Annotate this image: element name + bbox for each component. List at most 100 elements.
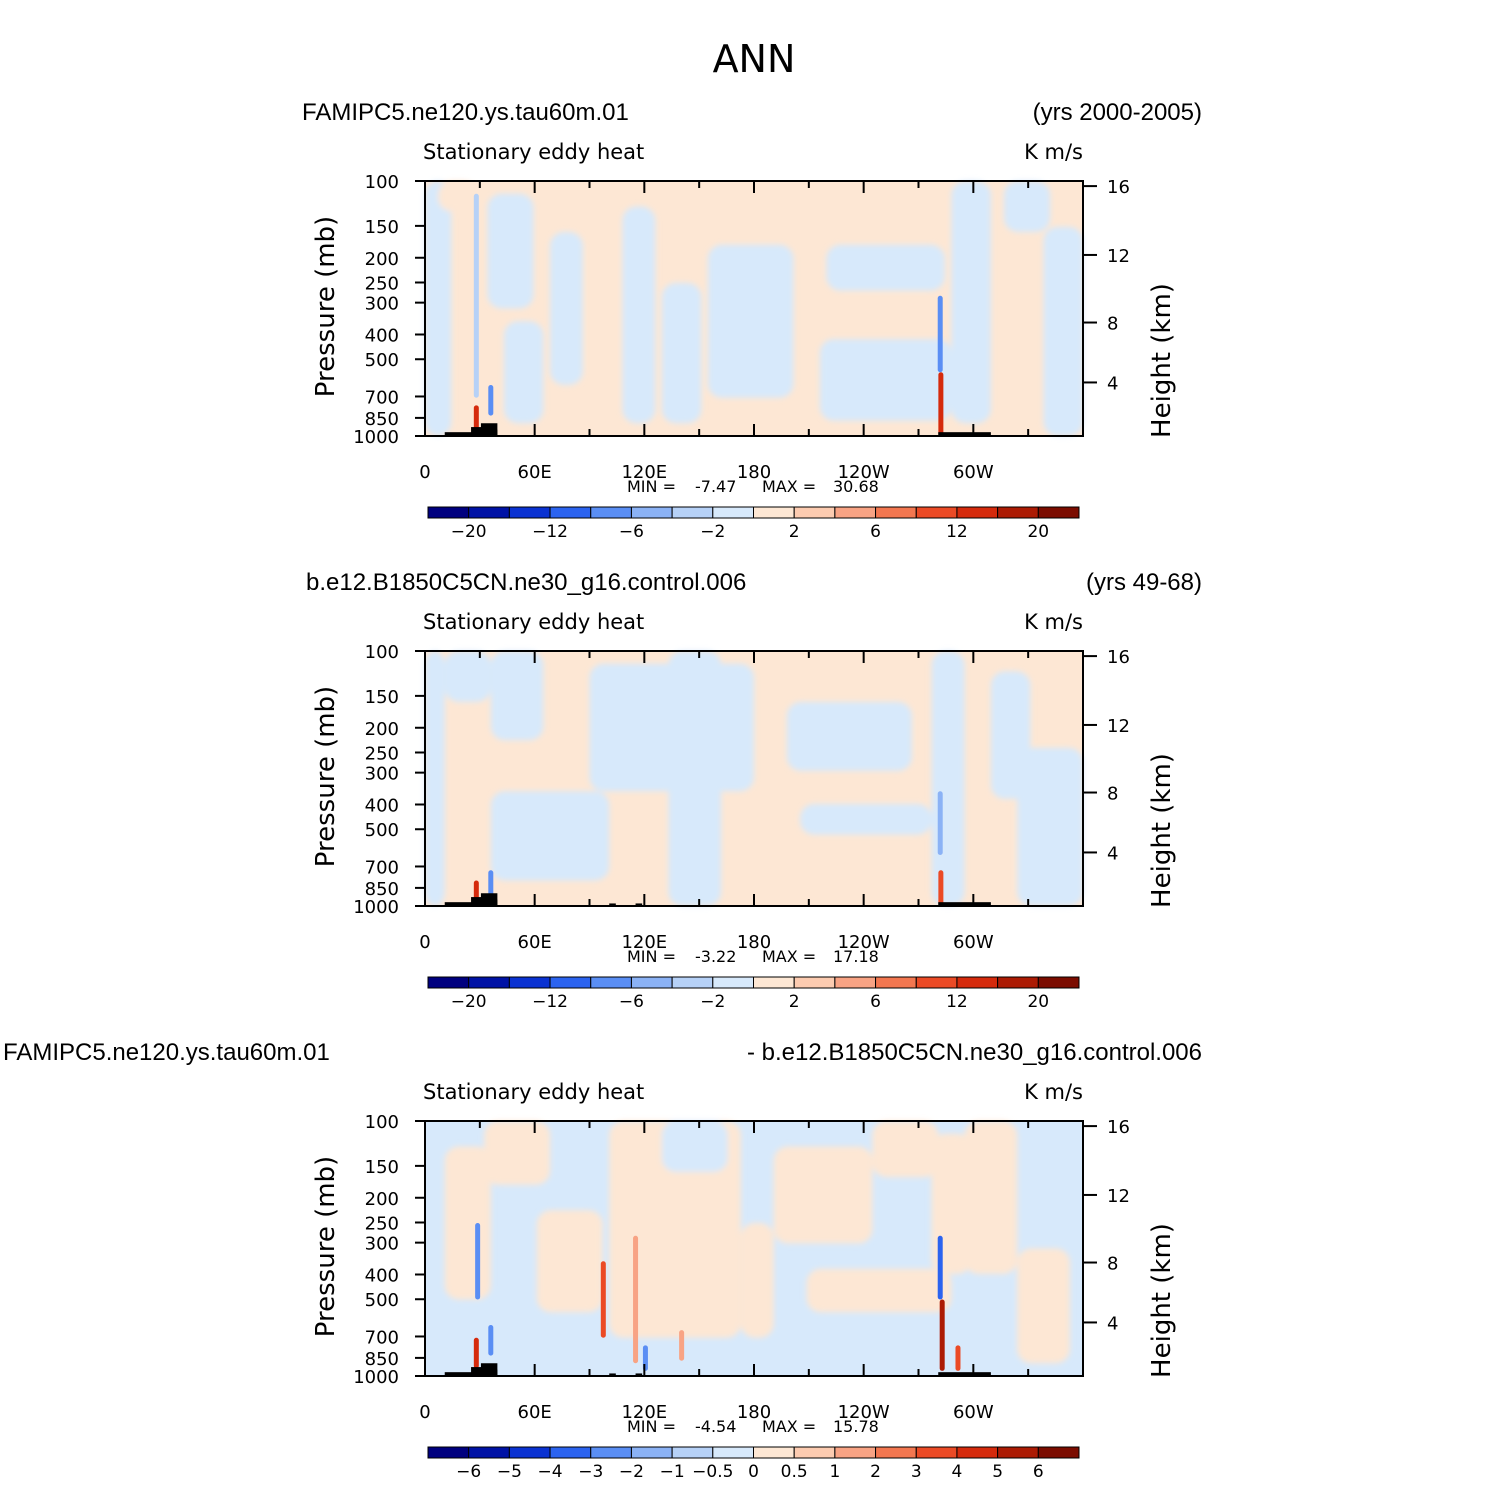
colorbar-label: 3	[911, 1462, 922, 1482]
contour-region	[1043, 226, 1083, 436]
panel-units: K m/s	[1024, 140, 1083, 164]
panel-left-title: FAMIPC5.ne120.ys.tau60m.01	[302, 99, 629, 126]
x-tick-label: 60W	[953, 932, 994, 953]
contour-region	[951, 181, 991, 424]
colorbar-swatch	[793, 1446, 836, 1459]
contour-streak	[600, 1261, 606, 1338]
colorbar-label: 6	[870, 522, 881, 542]
y-tick-label: 1000	[353, 1367, 399, 1388]
contour-region	[622, 206, 656, 424]
colorbar-swatch	[468, 1446, 510, 1459]
colorbar: −20 −12 −6 −2 2 6 12 20	[427, 506, 1080, 542]
x-tick-label: 60E	[518, 462, 552, 483]
contour-region	[800, 804, 932, 835]
y-tick-label: 150	[365, 1157, 399, 1178]
y-right-tick-label: 16	[1107, 647, 1130, 668]
contour-streak	[938, 870, 944, 906]
y-tick-label: 200	[365, 249, 399, 270]
colorbar-label: 12	[946, 522, 968, 542]
y-right-tick-label: 16	[1107, 177, 1130, 198]
colorbar-swatch	[956, 506, 999, 519]
colorbar-label: −20	[451, 992, 487, 1012]
panel-left-title: FAMIPC5.ne120.ys.tau60m.01	[3, 1039, 330, 1066]
y-tick-label: 700	[365, 1327, 399, 1348]
colorbar-swatch	[590, 506, 632, 519]
colorbar-swatch	[915, 1446, 958, 1459]
colorbar: −20 −12 −6 −2 2 6 12 20	[427, 976, 1080, 1012]
y-axis-label: Pressure (mb)	[311, 686, 341, 867]
x-tick-label: 60E	[518, 932, 552, 953]
y-tick-label: 300	[365, 294, 399, 315]
topography	[938, 1372, 991, 1376]
max-label: MAX =	[762, 947, 816, 966]
colorbar-label: 1	[829, 1462, 840, 1482]
y-right-tick-label: 8	[1107, 1254, 1118, 1275]
x-tick-label: 120E	[621, 932, 667, 953]
contour-region	[425, 181, 452, 436]
x-tick-label: 60W	[953, 1402, 994, 1423]
topography	[487, 429, 498, 436]
colorbar-swatch	[997, 1446, 1039, 1459]
y-tick-label: 850	[365, 879, 399, 900]
figure-title: ANN	[713, 37, 796, 81]
panel-1: FAMIPC5.ne120.ys.tau60m.01 (yrs 2000-200…	[302, 99, 1202, 542]
y-tick-label: 850	[365, 1349, 399, 1370]
topography	[444, 1372, 478, 1376]
colorbar-swatch	[549, 976, 592, 989]
y-right-tick-label: 12	[1107, 1186, 1130, 1207]
x-tick-label: 120E	[621, 1402, 667, 1423]
y-axis-right-label: Height (km)	[1147, 753, 1177, 908]
max-value: 30.68	[833, 477, 879, 496]
y-tick-label: 250	[365, 1213, 399, 1234]
max-value: 17.18	[833, 947, 879, 966]
x-axis: 0 60E 120E 180 120W 60W	[419, 181, 1030, 483]
contour-region	[444, 651, 491, 702]
y-right-tick-label: 8	[1107, 784, 1118, 805]
contour-field	[425, 1121, 1083, 1376]
y-tick-label: 400	[365, 796, 399, 817]
contour-streak	[938, 372, 944, 436]
contour-streak	[679, 1330, 685, 1361]
y-tick-label: 100	[365, 1112, 399, 1133]
colorbar-swatch	[712, 1446, 754, 1459]
colorbar-swatch	[590, 976, 632, 989]
x-tick-label: 120W	[838, 932, 890, 953]
panel-subtitle: Stationary eddy heat	[423, 610, 644, 634]
colorbar-label: 20	[1027, 992, 1049, 1012]
topography	[938, 902, 991, 906]
contour-region	[661, 1121, 728, 1172]
colorbar-swatch	[997, 506, 1039, 519]
contour-region	[964, 1121, 1018, 1274]
colorbar-label: −6	[456, 1462, 481, 1482]
colorbar-swatch	[1037, 976, 1080, 989]
contour-field	[425, 651, 1083, 906]
y-tick-label: 100	[365, 172, 399, 193]
min-value: -4.54	[695, 1417, 736, 1436]
y-axis-right: 16 12 8 4	[1083, 1117, 1130, 1334]
colorbar-label: −4	[538, 1462, 563, 1482]
panel-3: FAMIPC5.ne120.ys.tau60m.01 - b.e12.B1850…	[3, 1039, 1202, 1482]
colorbar-label: 0.5	[781, 1462, 808, 1482]
colorbar-swatch	[468, 506, 510, 519]
colorbar-label: −20	[451, 522, 487, 542]
y-axis-right: 16 12 8 4	[1083, 647, 1130, 864]
colorbar-label: −2	[700, 522, 725, 542]
contour-streak	[473, 193, 479, 398]
colorbar-swatch	[630, 506, 673, 519]
panel-left-title: b.e12.B1850C5CN.ne30_g16.control.006	[306, 569, 746, 596]
y-right-tick-label: 12	[1107, 246, 1130, 267]
y-axis-right-label: Height (km)	[1147, 283, 1177, 438]
colorbar-swatch	[875, 506, 917, 519]
panel-right-title: - b.e12.B1850C5CN.ne30_g16.control.006	[747, 1039, 1202, 1066]
contour-region	[1017, 1248, 1070, 1364]
contour-region	[931, 651, 965, 906]
y-tick-label: 500	[365, 1290, 399, 1311]
colorbar-label: 0	[748, 1462, 759, 1482]
contour-streak	[937, 791, 943, 855]
y-tick-label: 400	[365, 326, 399, 347]
y-tick-label: 250	[365, 743, 399, 764]
contour-field	[425, 181, 1083, 436]
colorbar-label: 6	[870, 992, 881, 1012]
contour-region	[1017, 747, 1083, 906]
